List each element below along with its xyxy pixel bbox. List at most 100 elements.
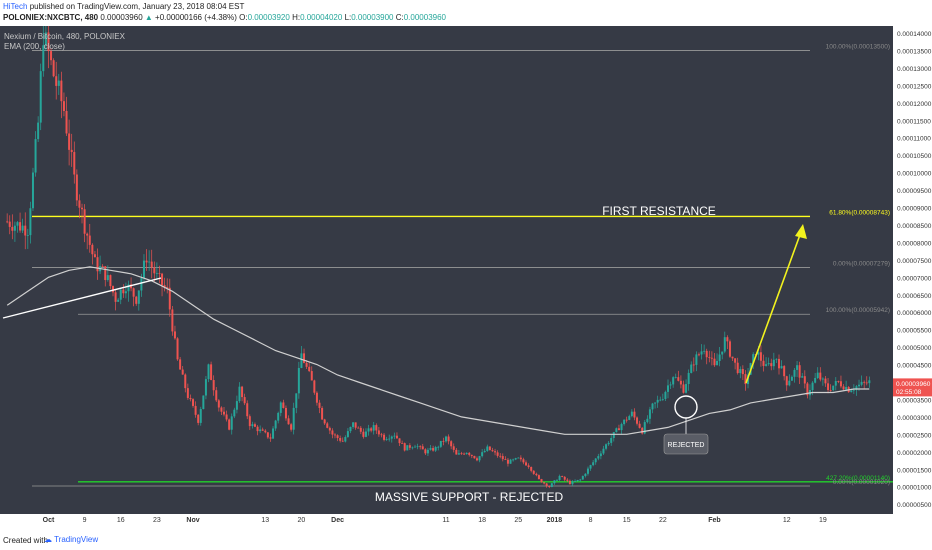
candle-body bbox=[238, 386, 241, 402]
candle-body bbox=[70, 149, 73, 153]
y-tick-label: 0.00003000 bbox=[897, 415, 932, 422]
symbol-label: POLONIEX:NXCBTC, 480 bbox=[3, 13, 99, 22]
candle-body bbox=[395, 435, 398, 439]
candle-body bbox=[21, 225, 24, 231]
candle-body bbox=[137, 290, 140, 304]
candle-body bbox=[251, 424, 254, 427]
candle-body bbox=[279, 402, 282, 413]
candle-body bbox=[192, 399, 195, 406]
candle-body bbox=[375, 425, 378, 431]
candle-body bbox=[331, 430, 334, 435]
candle-body bbox=[416, 446, 419, 448]
candle-body bbox=[297, 367, 300, 394]
candle-body bbox=[535, 473, 538, 476]
candle-body bbox=[385, 439, 388, 440]
x-tick-label: 11 bbox=[442, 517, 449, 524]
candle-body bbox=[868, 380, 871, 384]
candle-body bbox=[530, 466, 533, 471]
candle-body bbox=[73, 152, 76, 175]
candle-body bbox=[26, 235, 29, 236]
candle-body bbox=[463, 453, 466, 455]
candle-body bbox=[525, 462, 528, 466]
candle-body bbox=[253, 424, 256, 427]
candle-body bbox=[832, 385, 835, 391]
candle-body bbox=[403, 443, 406, 451]
candle-body bbox=[860, 381, 863, 385]
y-tick-label: 0.00009500 bbox=[897, 188, 932, 195]
candle-body bbox=[556, 479, 558, 481]
candle-body bbox=[824, 378, 827, 384]
x-tick-label: Nov bbox=[186, 517, 199, 524]
candle-body bbox=[272, 428, 275, 439]
created-with-label: Created with bbox=[3, 536, 48, 545]
candle-body bbox=[124, 291, 127, 294]
last-price: 0.00003960 bbox=[100, 13, 143, 22]
candle-body bbox=[321, 407, 324, 420]
candle-body bbox=[865, 382, 868, 384]
candle-body bbox=[315, 392, 318, 403]
candle-body bbox=[235, 401, 238, 410]
candle-body bbox=[636, 417, 639, 424]
candle-body bbox=[514, 458, 517, 460]
candle-body bbox=[145, 260, 148, 263]
y-tick-label: 0.00013500 bbox=[897, 48, 932, 55]
candle-body bbox=[287, 418, 290, 425]
candle-body bbox=[153, 267, 156, 274]
candle-body bbox=[424, 449, 427, 454]
author-link[interactable]: HiTech bbox=[3, 2, 28, 11]
level-label: 427.20%(0.00001140) bbox=[826, 475, 890, 482]
candle-body bbox=[109, 275, 112, 287]
candle-body bbox=[473, 455, 476, 459]
y-tick-label: 0.00012000 bbox=[897, 101, 932, 108]
candle-body bbox=[117, 299, 120, 302]
candle-body bbox=[705, 350, 708, 358]
price-chart[interactable]: 0.00014000 0.00013500 0.00013000 0.00012500… bbox=[0, 26, 932, 524]
candle-body bbox=[186, 388, 189, 398]
candle-body bbox=[91, 244, 94, 255]
candle-body bbox=[202, 395, 205, 410]
y-tick-label: 0.00012500 bbox=[897, 83, 932, 90]
candle-body bbox=[277, 412, 280, 421]
candle-body bbox=[377, 430, 380, 435]
candle-body bbox=[561, 476, 564, 477]
candle-body bbox=[798, 365, 801, 378]
candle-body bbox=[166, 286, 169, 288]
candle-body bbox=[710, 357, 713, 359]
candle-body bbox=[8, 221, 11, 227]
candle-body bbox=[411, 447, 414, 449]
candle-body bbox=[488, 446, 491, 451]
y-tick-label: 0.00004500 bbox=[897, 363, 932, 370]
x-tick-label: 22 bbox=[659, 517, 667, 524]
x-tick-label: 2018 bbox=[547, 517, 563, 524]
candle-body bbox=[119, 289, 122, 300]
x-tick-label: 8 bbox=[589, 517, 593, 524]
candle-body bbox=[858, 384, 861, 387]
candle-body bbox=[620, 424, 623, 431]
candle-body bbox=[770, 363, 773, 367]
candle-body bbox=[599, 453, 602, 457]
candle-body bbox=[429, 448, 432, 450]
candle-body bbox=[553, 480, 556, 484]
candle-body bbox=[344, 436, 347, 442]
candle-body bbox=[863, 381, 866, 383]
candle-body bbox=[522, 459, 525, 463]
candle-body bbox=[439, 440, 442, 447]
y-tick-label: 0.00006000 bbox=[897, 310, 932, 317]
candle-body bbox=[527, 465, 530, 467]
candle-body bbox=[532, 470, 535, 474]
y-tick-label: 0.00001500 bbox=[897, 467, 932, 474]
candle-body bbox=[793, 369, 796, 377]
candle-body bbox=[24, 225, 27, 236]
high-label: H: bbox=[292, 13, 301, 22]
candle-body bbox=[176, 338, 179, 360]
candle-body bbox=[326, 423, 329, 428]
candle-body bbox=[47, 32, 50, 52]
y-tick-label: 0.00010000 bbox=[897, 171, 932, 178]
tradingview-logo-icon[interactable]: ☁ TradingView bbox=[44, 535, 99, 544]
candle-body bbox=[393, 435, 396, 437]
candle-body bbox=[414, 446, 417, 448]
candle-body bbox=[184, 374, 187, 389]
candle-body bbox=[16, 222, 19, 226]
candle-body bbox=[140, 278, 143, 291]
candle-body bbox=[246, 403, 249, 417]
